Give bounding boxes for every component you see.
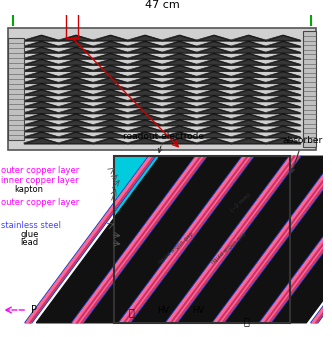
Polygon shape: [218, 156, 332, 323]
Polygon shape: [120, 156, 245, 323]
Text: lead: lead: [21, 238, 39, 247]
Polygon shape: [72, 156, 203, 323]
Polygon shape: [125, 156, 252, 323]
Text: absorber: absorber: [283, 136, 323, 173]
Text: outer copper layer: outer copper layer: [1, 198, 80, 207]
Polygon shape: [29, 156, 154, 323]
Bar: [303, 31, 316, 147]
Polygon shape: [26, 156, 152, 323]
Polygon shape: [263, 156, 332, 323]
Polygon shape: [123, 156, 254, 323]
Polygon shape: [37, 156, 195, 323]
Polygon shape: [25, 156, 155, 323]
Polygon shape: [174, 156, 299, 323]
Polygon shape: [266, 156, 332, 323]
Polygon shape: [124, 156, 250, 323]
Text: stainless steel: stainless steel: [1, 221, 61, 229]
Polygon shape: [261, 156, 332, 323]
Text: (~2 mm): (~2 mm): [230, 193, 252, 213]
Bar: [8, 28, 316, 150]
Text: ⏚: ⏚: [128, 307, 134, 317]
Polygon shape: [311, 156, 332, 323]
Polygon shape: [315, 156, 332, 323]
Text: glue: glue: [21, 230, 39, 239]
Polygon shape: [73, 156, 199, 323]
Polygon shape: [76, 156, 207, 323]
Polygon shape: [217, 156, 332, 323]
Text: liquid argon gap: liquid argon gap: [210, 231, 247, 265]
Polygon shape: [171, 156, 297, 323]
Text: P: P: [31, 305, 37, 315]
Polygon shape: [120, 156, 248, 323]
Polygon shape: [83, 156, 242, 323]
Polygon shape: [259, 156, 332, 323]
Polygon shape: [166, 156, 296, 323]
Text: liquid argon gap: liquid argon gap: [157, 231, 194, 265]
Polygon shape: [212, 156, 332, 323]
Polygon shape: [214, 156, 332, 323]
Polygon shape: [78, 156, 205, 323]
Polygon shape: [265, 156, 332, 323]
Polygon shape: [312, 156, 332, 323]
Text: readout electrode: readout electrode: [124, 132, 205, 152]
Text: outer copper layer: outer copper layer: [1, 166, 80, 175]
Text: 47 cm: 47 cm: [144, 0, 179, 10]
Bar: [114, 156, 290, 323]
Polygon shape: [169, 156, 295, 323]
Polygon shape: [119, 156, 249, 323]
Polygon shape: [264, 156, 332, 323]
Polygon shape: [172, 156, 299, 323]
Polygon shape: [77, 156, 203, 323]
Text: kapton: kapton: [14, 185, 43, 194]
Polygon shape: [271, 156, 332, 323]
Text: HV: HV: [157, 306, 169, 315]
Text: HV: HV: [193, 306, 205, 315]
Polygon shape: [214, 156, 332, 323]
Polygon shape: [130, 156, 289, 323]
Polygon shape: [218, 156, 332, 323]
Bar: [114, 156, 290, 323]
Polygon shape: [167, 156, 292, 323]
Polygon shape: [216, 156, 332, 323]
Bar: [8, 38, 24, 140]
Polygon shape: [224, 156, 332, 323]
Polygon shape: [170, 156, 301, 323]
Polygon shape: [80, 156, 206, 323]
Polygon shape: [312, 156, 332, 323]
Polygon shape: [221, 156, 332, 323]
Text: inner copper layer: inner copper layer: [1, 176, 79, 185]
Polygon shape: [167, 156, 294, 323]
Bar: [66, 0, 78, 38]
Polygon shape: [127, 156, 253, 323]
Polygon shape: [76, 156, 201, 323]
Text: ⏚: ⏚: [243, 316, 249, 326]
Polygon shape: [73, 156, 201, 323]
Polygon shape: [261, 156, 332, 323]
Polygon shape: [123, 156, 248, 323]
Polygon shape: [177, 156, 332, 323]
Polygon shape: [27, 156, 154, 323]
Polygon shape: [268, 156, 332, 323]
